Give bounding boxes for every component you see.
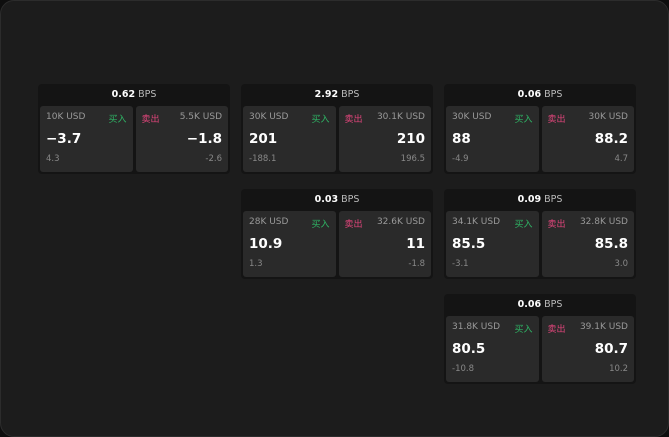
buy-label: 买入 [514, 220, 533, 230]
quote-card: 0.06 BPS 31.8K USD 买入 80.5 -10.8 卖出 39.1K … [444, 294, 636, 384]
sell-label: 卖出 [547, 220, 566, 230]
buy-label: 买入 [311, 115, 330, 125]
bid-size: 31.8K USD [452, 322, 501, 332]
buy-label: 买入 [108, 115, 127, 125]
spread-header: 0.09 BPS [446, 189, 634, 211]
ask-price: 80.7 [594, 341, 628, 357]
sell-tile[interactable]: 卖出 32.6K USD 11 -1.8 [338, 211, 431, 277]
bid-size: 30K USD [452, 112, 492, 122]
bid-size: 10K USD [46, 112, 86, 122]
sell-label: 卖出 [344, 115, 363, 125]
bid-price: 85.5 [452, 236, 486, 252]
sell-tile[interactable]: 卖出 39.1K USD 80.7 10.2 [541, 316, 634, 382]
spread-unit: BPS [138, 89, 157, 100]
spread-value: 0.62 [111, 89, 136, 100]
ask-size: 30K USD [588, 112, 628, 122]
spread-value: 0.06 [517, 89, 542, 100]
ask-size: 30.1K USD [376, 112, 425, 122]
buy-label: 买入 [514, 325, 533, 335]
spread-unit: BPS [544, 89, 563, 100]
buy-tile[interactable]: 30K USD 买入 88 -4.9 [446, 106, 539, 172]
bid-change: -3.1 [452, 259, 469, 269]
ask-size: 5.5K USD [179, 112, 222, 122]
spread-value: 2.92 [314, 89, 339, 100]
buy-tile[interactable]: 31.8K USD 买入 80.5 -10.8 [446, 316, 539, 382]
spread-unit: BPS [341, 89, 360, 100]
spread-header: 2.92 BPS [243, 84, 431, 106]
bid-change: -188.1 [249, 154, 277, 164]
sell-tile[interactable]: 卖出 5.5K USD −1.8 -2.6 [135, 106, 228, 172]
ask-change: 3.0 [614, 259, 628, 269]
bid-change: -10.8 [452, 364, 474, 374]
ask-price: 210 [396, 131, 425, 147]
spread-value: 0.09 [517, 194, 542, 205]
bid-size: 34.1K USD [452, 217, 501, 227]
spread-unit: BPS [544, 194, 563, 205]
spread-header: 0.62 BPS [40, 84, 228, 106]
ask-change: -2.6 [205, 154, 222, 164]
buy-label: 买入 [514, 115, 533, 125]
spread-header: 0.06 BPS [446, 294, 634, 316]
ask-price: 88.2 [594, 131, 628, 147]
buy-tile[interactable]: 28K USD 买入 10.9 1.3 [243, 211, 336, 277]
quote-card: 0.03 BPS 28K USD 买入 10.9 1.3 卖出 32.6K USD … [241, 189, 433, 279]
sell-tile[interactable]: 卖出 30.1K USD 210 196.5 [338, 106, 431, 172]
ask-size: 32.8K USD [579, 217, 628, 227]
bid-price: 10.9 [249, 236, 283, 252]
buy-tile[interactable]: 34.1K USD 买入 85.5 -3.1 [446, 211, 539, 277]
ask-size: 39.1K USD [579, 322, 628, 332]
quote-card: 0.06 BPS 30K USD 买入 88 -4.9 卖出 30K USD 88.… [444, 84, 636, 174]
bid-price: −3.7 [46, 131, 82, 147]
ask-change: 4.7 [614, 154, 628, 164]
buy-label: 买入 [311, 220, 330, 230]
bid-size: 28K USD [249, 217, 289, 227]
spread-header: 0.03 BPS [243, 189, 431, 211]
sell-tile[interactable]: 卖出 30K USD 88.2 4.7 [541, 106, 634, 172]
bid-price: 201 [249, 131, 278, 147]
ask-change: 10.2 [609, 364, 628, 374]
quote-card: 2.92 BPS 30K USD 买入 201 -188.1 卖出 30.1K US… [241, 84, 433, 174]
ask-price: 11 [406, 236, 425, 252]
bid-size: 30K USD [249, 112, 289, 122]
quote-card: 0.09 BPS 34.1K USD 买入 85.5 -3.1 卖出 32.8K U… [444, 189, 636, 279]
buy-tile[interactable]: 10K USD 买入 −3.7 4.3 [40, 106, 133, 172]
bid-change: -4.9 [452, 154, 469, 164]
bid-change: 4.3 [46, 154, 60, 164]
spread-value: 0.06 [517, 299, 542, 310]
ask-change: -1.8 [408, 259, 425, 269]
spread-header: 0.06 BPS [446, 84, 634, 106]
sell-label: 卖出 [344, 220, 363, 230]
ask-change: 196.5 [400, 154, 425, 164]
spread-unit: BPS [544, 299, 563, 310]
sell-label: 卖出 [547, 325, 566, 335]
sell-label: 卖出 [141, 115, 160, 125]
spread-unit: BPS [341, 194, 360, 205]
ask-price: 85.8 [594, 236, 628, 252]
sell-tile[interactable]: 卖出 32.8K USD 85.8 3.0 [541, 211, 634, 277]
ask-size: 32.6K USD [376, 217, 425, 227]
buy-tile[interactable]: 30K USD 买入 201 -188.1 [243, 106, 336, 172]
bid-price: 88 [452, 131, 471, 147]
ask-price: −1.8 [186, 131, 222, 147]
bid-price: 80.5 [452, 341, 486, 357]
spread-value: 0.03 [314, 194, 339, 205]
sell-label: 卖出 [547, 115, 566, 125]
bid-change: 1.3 [249, 259, 263, 269]
quote-card: 0.62 BPS 10K USD 买入 −3.7 4.3 卖出 5.5K USD −… [38, 84, 230, 174]
